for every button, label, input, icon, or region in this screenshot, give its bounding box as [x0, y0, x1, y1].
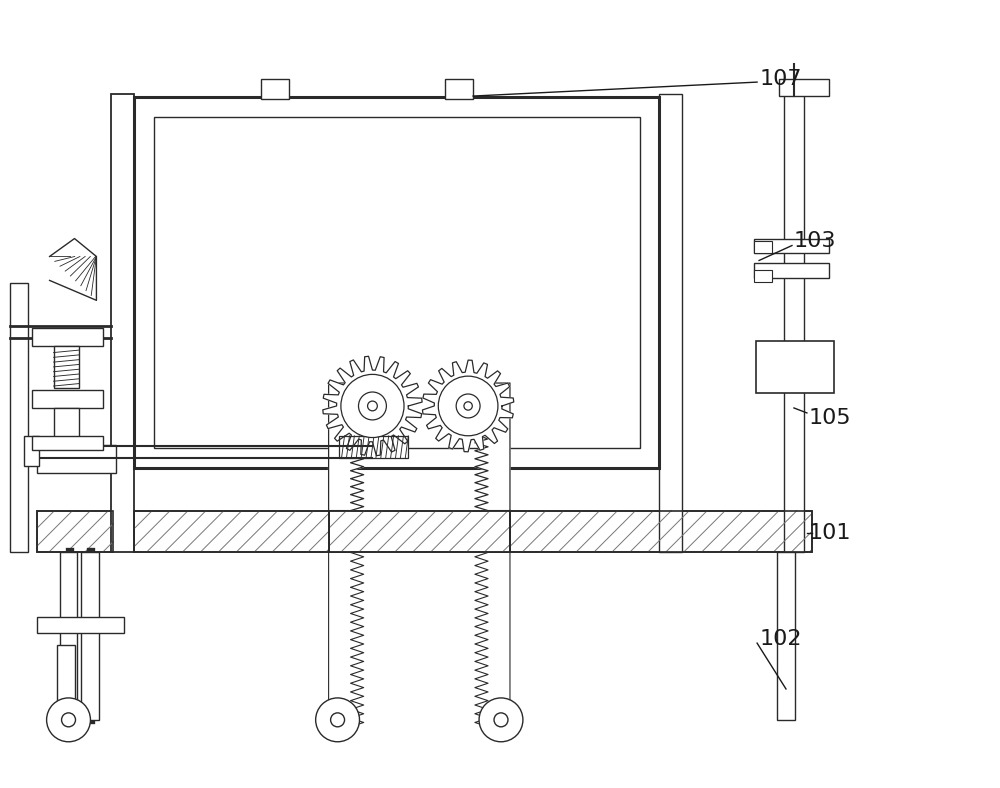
- Bar: [32, 329, 103, 346]
- Bar: [81, 552, 99, 720]
- Bar: [329, 511, 510, 552]
- Bar: [339, 436, 408, 458]
- Bar: [134, 97, 659, 468]
- Bar: [60, 552, 77, 720]
- Bar: [54, 408, 79, 438]
- Bar: [54, 346, 79, 388]
- Circle shape: [368, 401, 377, 411]
- Bar: [10, 284, 28, 552]
- Bar: [784, 94, 804, 552]
- Bar: [510, 511, 812, 552]
- Text: 105: 105: [809, 408, 852, 428]
- Text: 102: 102: [759, 629, 802, 649]
- Polygon shape: [475, 552, 510, 727]
- Bar: [756, 341, 834, 393]
- Bar: [24, 436, 39, 466]
- Bar: [754, 239, 829, 254]
- Polygon shape: [475, 383, 510, 511]
- Bar: [111, 94, 134, 552]
- Polygon shape: [329, 552, 364, 727]
- Bar: [329, 511, 510, 552]
- Bar: [37, 511, 113, 552]
- Bar: [261, 79, 289, 99]
- Polygon shape: [323, 356, 422, 455]
- Text: 103: 103: [794, 231, 836, 251]
- Bar: [754, 263, 829, 278]
- Bar: [32, 390, 103, 408]
- Circle shape: [479, 698, 523, 742]
- Polygon shape: [422, 360, 514, 452]
- Bar: [154, 117, 640, 448]
- Circle shape: [47, 698, 90, 742]
- Bar: [134, 511, 329, 552]
- Bar: [57, 645, 75, 720]
- Bar: [779, 79, 829, 96]
- Bar: [659, 94, 682, 552]
- Circle shape: [341, 374, 404, 437]
- Text: 107: 107: [759, 69, 802, 89]
- Bar: [37, 617, 124, 633]
- Bar: [445, 79, 473, 99]
- Circle shape: [359, 392, 386, 420]
- Bar: [754, 270, 772, 282]
- Bar: [37, 444, 116, 473]
- Bar: [37, 511, 113, 552]
- Polygon shape: [329, 383, 364, 511]
- Circle shape: [456, 394, 480, 418]
- Circle shape: [331, 713, 345, 727]
- Circle shape: [316, 698, 359, 742]
- Circle shape: [464, 402, 472, 410]
- Bar: [510, 511, 812, 552]
- Bar: [32, 436, 103, 450]
- Polygon shape: [50, 239, 96, 300]
- Circle shape: [494, 713, 508, 727]
- Circle shape: [62, 713, 76, 727]
- Bar: [777, 552, 795, 720]
- Bar: [754, 240, 772, 252]
- Circle shape: [438, 376, 498, 436]
- Text: 101: 101: [809, 522, 851, 542]
- Bar: [134, 511, 329, 552]
